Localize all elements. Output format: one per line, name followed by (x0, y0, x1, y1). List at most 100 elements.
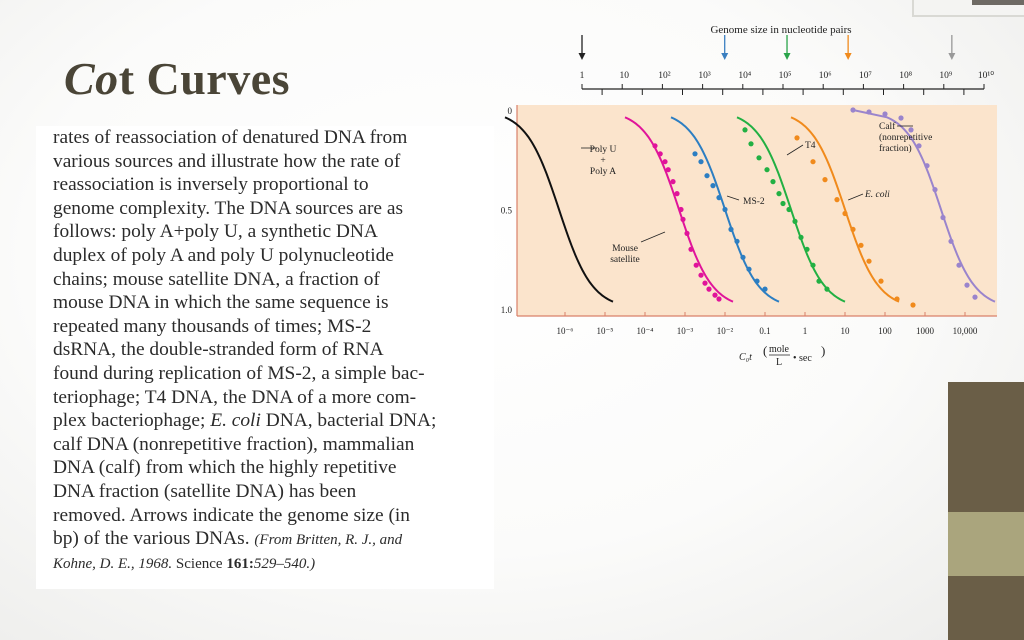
source-pages: 529–540.) (253, 555, 316, 572)
data-point (742, 127, 748, 133)
data-point (850, 226, 856, 232)
caption-line: repeated many thousands of times; MS-2 (53, 315, 372, 337)
series-line (504, 116, 614, 303)
data-point (804, 246, 810, 252)
data-point (722, 206, 728, 213)
series-annotation-label: (nonrepetitive (879, 132, 932, 143)
caption-line: dsRNA, the double-stranded form of RNA (53, 339, 384, 361)
caption-line: calf DNA (nonrepetitive fraction), mamma… (53, 433, 415, 455)
data-point (678, 206, 684, 213)
x-tick-label: 1000 (916, 326, 935, 336)
data-point (764, 167, 770, 173)
series-annotation-label: + (600, 156, 605, 166)
data-point (834, 197, 840, 203)
slide-title: Cot Curves (64, 52, 290, 105)
series-annotation-label: Poly U (590, 145, 617, 155)
data-point (858, 242, 864, 248)
series-annotation-label: fraction) (879, 143, 912, 154)
data-point (762, 286, 768, 292)
caption-line: DNA fraction (satellite DNA) has been (53, 480, 357, 502)
data-point (866, 258, 872, 264)
x-tick-label: 100 (878, 326, 892, 336)
x-tick-label: 10⁻² (717, 326, 734, 336)
data-point (850, 107, 856, 113)
data-point (716, 296, 722, 302)
series-annotation-label: E. coli (864, 190, 890, 200)
genome-size-arrow-head (783, 53, 791, 60)
top-axis-tick-label: 10 (619, 71, 629, 81)
data-point (878, 278, 884, 284)
data-point (693, 262, 699, 268)
caption-line: removed. Arrows indicate the genome size… (53, 504, 410, 526)
y-tick-label: 0 (508, 106, 513, 116)
data-point (932, 187, 938, 193)
top-axis-tick-label: 10⁶ (819, 71, 832, 81)
x-axis-label-paren-open: ( (763, 343, 767, 358)
data-point (908, 127, 914, 133)
decor-block-dark-2 (948, 576, 1024, 640)
source-volume: 161: (226, 555, 254, 572)
data-point (662, 159, 668, 165)
data-point (956, 262, 962, 268)
data-point (740, 254, 746, 260)
data-point (688, 246, 694, 252)
data-point (910, 302, 916, 308)
x-tick-label: 1 (803, 326, 808, 336)
data-point (824, 286, 830, 292)
genome-size-arrow-head (948, 53, 956, 60)
x-axis-label-var: C₀t (739, 352, 752, 363)
caption-line: duplex of poly A and poly U polynucleoti… (53, 244, 394, 266)
data-point (712, 292, 718, 298)
x-axis-label-units-den: L (776, 357, 782, 368)
caption-line: genome complexity. The DNA sources are a… (53, 197, 404, 219)
caption-line: plex bacteriophage; E. coli DNA, bacteri… (53, 410, 437, 432)
annotation-leader-line (848, 193, 864, 201)
caption-line: teriophage; T4 DNA, the DNA of a more co… (53, 386, 417, 408)
corner-decoration-bar (972, 0, 1024, 5)
annotation-leader-line (726, 195, 740, 201)
y-tick-label: 0.5 (501, 206, 513, 216)
genome-size-arrow-head (721, 53, 729, 60)
plot-area: 0 0.5 1.0 10⁻⁶ 10⁻⁵ 10⁻⁴ 10⁻³ 10⁻² 0.1 1 10 100 1000… (501, 105, 997, 368)
caption-line: mouse DNA in which the same sequence is (53, 292, 389, 314)
top-axis-tick-label: 10⁵ (779, 71, 792, 81)
x-tick-label: 10⁻⁶ (557, 326, 574, 336)
data-point (698, 272, 704, 278)
data-point (657, 151, 663, 157)
caption-line: bp) of the various DNAs. (From Britten, … (53, 528, 403, 550)
series-annotation-label: T4 (805, 141, 816, 151)
data-point (816, 278, 822, 284)
y-tick-label: 1.0 (501, 305, 513, 315)
top-axis-label: Genome size in nucleotide pairs (710, 24, 851, 36)
data-point (810, 159, 816, 165)
x-tick-label: 10⁻⁵ (597, 326, 614, 336)
data-point (786, 206, 792, 213)
caption-line: rates of reassociation of denatured DNA … (53, 127, 408, 148)
data-point (866, 109, 872, 115)
top-axis-tick-label: 10² (658, 71, 671, 81)
data-point (964, 282, 970, 288)
data-point (894, 296, 900, 302)
decor-block-olive (948, 512, 1024, 576)
data-point (716, 195, 722, 201)
x-tick-label: 10⁻³ (677, 326, 694, 336)
genome-size-arrow-head (844, 53, 852, 60)
title-rest-part: t Curves (118, 53, 291, 104)
data-point (810, 262, 816, 268)
corner-decoration-top (912, 0, 1024, 17)
top-axis-tick-label: 10⁷ (859, 71, 872, 81)
x-axis-label-units-tail: • sec (793, 353, 812, 364)
data-point (702, 280, 708, 286)
data-point (972, 294, 978, 300)
data-point (776, 191, 782, 197)
data-point (924, 163, 930, 169)
series-annotation-label: Calf (879, 121, 896, 132)
series-line (852, 109, 996, 303)
x-tick-label: 10 (841, 326, 851, 336)
data-point (940, 214, 946, 221)
title-italic-part: Co (64, 53, 119, 104)
data-point (674, 191, 680, 197)
top-axis-tick-label: 10¹⁰ (978, 70, 994, 81)
series-annotation-label: Poly A (590, 167, 616, 177)
